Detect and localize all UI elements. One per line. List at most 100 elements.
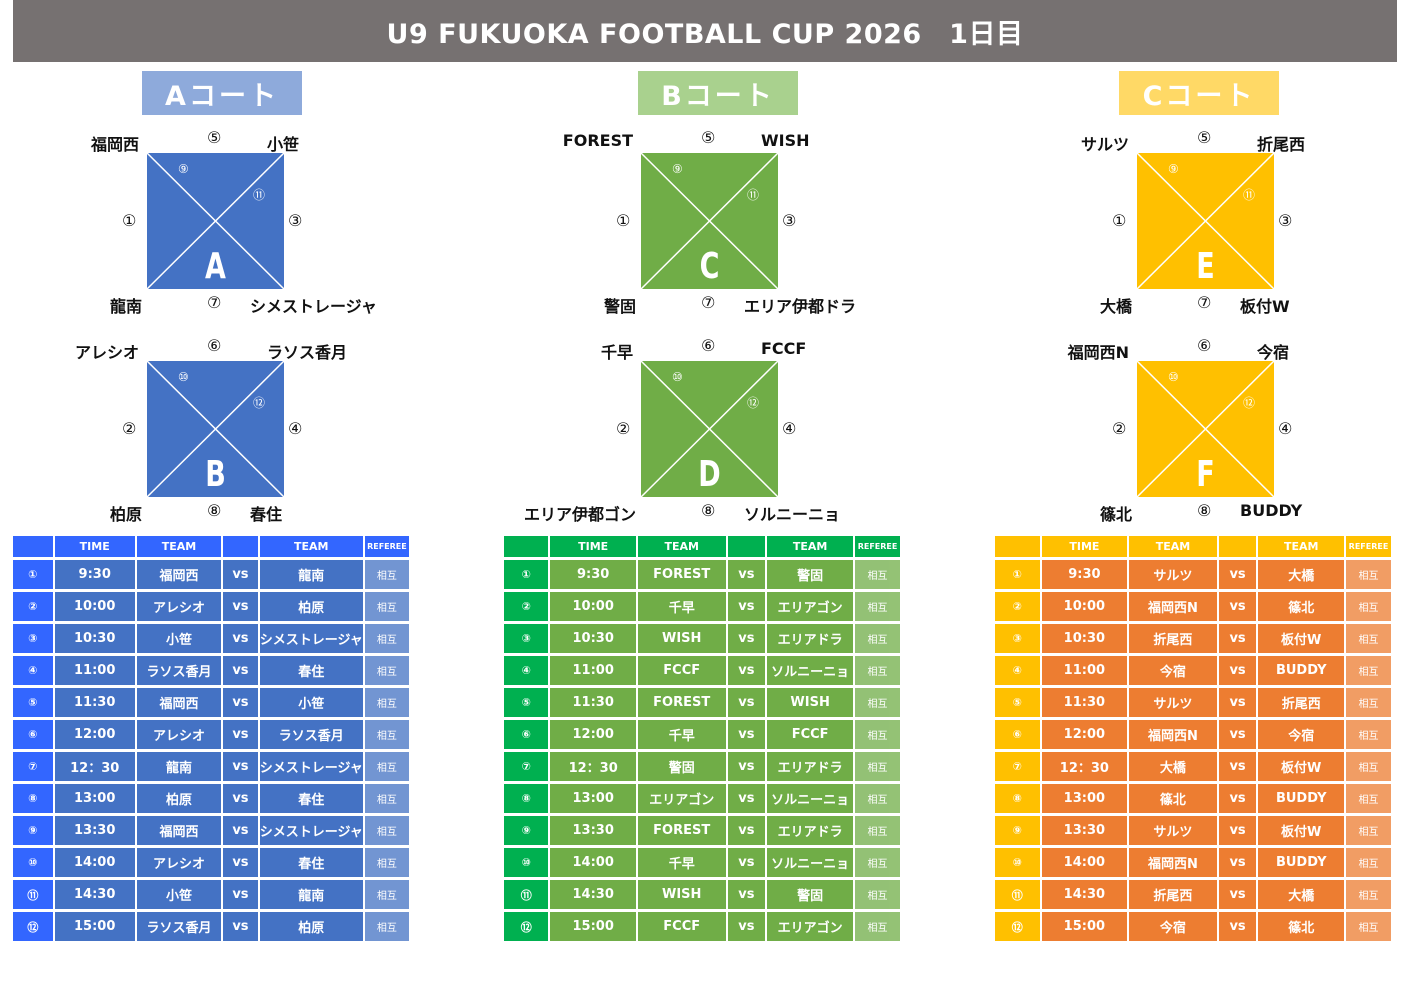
header-time: TIME <box>550 536 636 557</box>
cell-no: ⑩ <box>995 848 1040 877</box>
cell-ref: 相互 <box>364 912 409 941</box>
match-number: ⑪ <box>253 188 266 202</box>
cell-ref: 相互 <box>364 816 409 845</box>
team-label-top-left: サルツ <box>1080 135 1129 154</box>
cell-time: 9:30 <box>1041 560 1128 589</box>
cell-t1: エリアゴン <box>637 784 726 813</box>
pitch-diagram: C ⑨ ⑪ <box>641 153 778 289</box>
table-row: ① 9:30 サルツ vs 大橋 相互 <box>995 560 1391 589</box>
cell-t1: WISH <box>637 880 726 909</box>
cell-ref: 相互 <box>855 688 900 717</box>
cell-t2: ソルニーニョ <box>767 656 854 685</box>
match-number: ⑤ <box>207 128 222 147</box>
cell-time: 9:30 <box>550 560 636 589</box>
pitch-diagonals <box>1137 153 1274 289</box>
cell-t1: 福岡西N <box>1129 848 1217 877</box>
cell-t2: 警固 <box>767 880 854 909</box>
cell-t1: 千早 <box>637 720 726 749</box>
cell-t2: 大橋 <box>1258 560 1345 589</box>
header-blank <box>13 536 53 557</box>
match-number: ⑤ <box>1197 128 1212 147</box>
cell-t2: 篠北 <box>1258 592 1345 621</box>
match-number: ⑨ <box>178 162 189 176</box>
cell-ref: 相互 <box>855 656 900 685</box>
cell-ref: 相互 <box>364 688 409 717</box>
pitch-diagram: E ⑨ ⑪ <box>1137 153 1274 289</box>
cell-vs: vs <box>1218 912 1257 941</box>
team-label-top-left: FOREST <box>562 131 633 150</box>
cell-no: ⑫ <box>504 912 549 941</box>
header-blank <box>504 536 549 557</box>
cell-ref: 相互 <box>855 560 900 589</box>
cell-t1: FOREST <box>637 560 726 589</box>
cell-time: 14:30 <box>54 880 135 909</box>
match-number: ③ <box>1278 211 1293 230</box>
team-label-top-left: 福岡西 <box>90 135 139 154</box>
cell-t2: 板付W <box>1258 624 1345 653</box>
cell-no: ⑥ <box>995 720 1040 749</box>
cell-time: 11:30 <box>1041 688 1128 717</box>
match-number: ④ <box>288 419 303 438</box>
match-number: ⑧ <box>701 501 716 520</box>
cell-ref: 相互 <box>855 592 900 621</box>
cell-vs: vs <box>727 752 766 781</box>
cell-t2: 龍南 <box>259 880 363 909</box>
team-label-bottom-left: 柏原 <box>109 505 142 524</box>
cell-t2: 板付W <box>1258 816 1345 845</box>
cell-t2: 折尾西 <box>1258 688 1345 717</box>
cell-no: ② <box>504 592 549 621</box>
cell-vs: vs <box>1218 624 1257 653</box>
pitch-diagram: B ⑩ ⑫ <box>147 361 284 497</box>
cell-time: 10:30 <box>550 624 636 653</box>
team-label-bottom-right: ソルニーニョ <box>744 505 841 524</box>
cell-t2: BUDDY <box>1258 784 1345 813</box>
cell-no: ⑦ <box>995 752 1040 781</box>
table-row: ⑤ 11:30 サルツ vs 折尾西 相互 <box>995 688 1391 717</box>
cell-vs: vs <box>727 912 766 941</box>
match-number: ① <box>1112 211 1127 230</box>
cell-t2: BUDDY <box>1258 848 1345 877</box>
cell-t1: 福岡西N <box>1129 592 1217 621</box>
match-number: ② <box>122 419 137 438</box>
cell-t1: 篠北 <box>1129 784 1217 813</box>
team-label-bottom-left: 篠北 <box>1099 505 1132 524</box>
table-row: ⑥ 12:00 千早 vs FCCF 相互 <box>504 720 900 749</box>
match-number: ⑨ <box>1168 162 1179 176</box>
table-row: ⑧ 13:00 柏原 vs 春住 相互 <box>13 784 409 813</box>
cell-t1: 福岡西N <box>1129 720 1217 749</box>
table-row: ⑨ 13:30 サルツ vs 板付W 相互 <box>995 816 1391 845</box>
cell-t2: WISH <box>767 688 854 717</box>
cell-no: ⑤ <box>13 688 53 717</box>
team-label-top-right: ラソス香月 <box>267 343 348 362</box>
team-label-bottom-left: 龍南 <box>109 297 142 316</box>
cell-vs: vs <box>1218 880 1257 909</box>
cell-ref: 相互 <box>855 816 900 845</box>
cell-no: ⑩ <box>504 848 549 877</box>
court-label: Aコート <box>142 71 302 115</box>
pitch-letter: E <box>1196 246 1215 287</box>
cell-time: 11:00 <box>1041 656 1128 685</box>
cell-vs: vs <box>223 880 258 909</box>
cell-no: ⑨ <box>504 816 549 845</box>
cell-t1: WISH <box>637 624 726 653</box>
cell-ref: 相互 <box>364 592 409 621</box>
team-label-bottom-left: 警固 <box>603 297 636 316</box>
team-label-bottom-left: エリア伊都ゴン <box>523 505 636 524</box>
cell-t1: 小笹 <box>136 624 222 653</box>
cell-t2: 板付W <box>1258 752 1345 781</box>
header-team1: TEAM <box>637 536 726 557</box>
team-label-bottom-right: エリア伊都ドラ <box>744 297 857 316</box>
cell-no: ① <box>504 560 549 589</box>
cell-vs: vs <box>223 560 258 589</box>
cell-no: ① <box>13 560 53 589</box>
cell-t2: 柏原 <box>259 912 363 941</box>
team-label-top-left: 千早 <box>600 343 633 362</box>
cell-t1: アレシオ <box>136 592 222 621</box>
pitch-diagonals <box>147 361 284 497</box>
cell-vs: vs <box>223 752 258 781</box>
cell-ref: 相互 <box>1346 912 1391 941</box>
cell-time: 10:30 <box>1041 624 1128 653</box>
table-row: ④ 11:00 FCCF vs ソルニーニョ 相互 <box>504 656 900 685</box>
cell-no: ⑥ <box>13 720 53 749</box>
cell-no: ⑤ <box>504 688 549 717</box>
